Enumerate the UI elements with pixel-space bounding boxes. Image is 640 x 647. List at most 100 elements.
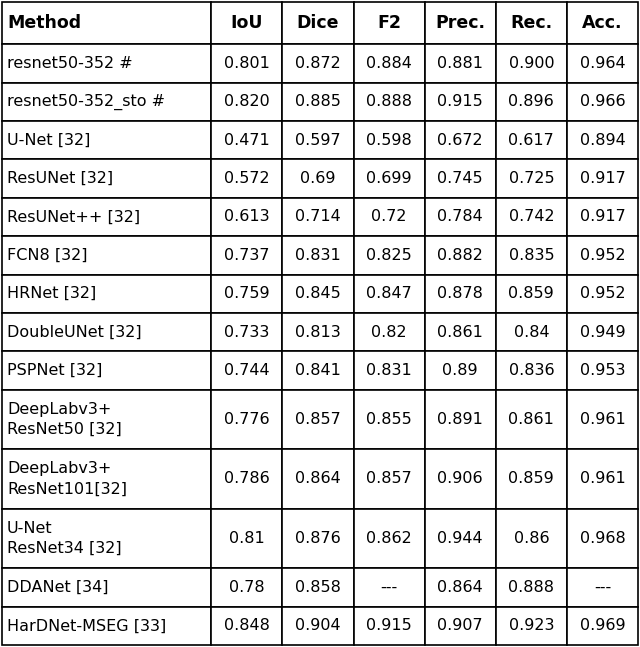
Bar: [211, 568, 282, 607]
Bar: [353, 198, 425, 236]
Bar: [2, 607, 211, 645]
Text: 0.776: 0.776: [224, 412, 269, 427]
Bar: [425, 274, 496, 313]
Text: 0.953: 0.953: [580, 363, 625, 378]
Text: ---: ---: [594, 580, 611, 595]
Bar: [211, 159, 282, 198]
Bar: [211, 44, 282, 83]
Text: 0.884: 0.884: [366, 56, 412, 71]
Bar: [425, 313, 496, 351]
Text: PSPNet [32]: PSPNet [32]: [7, 363, 102, 378]
Text: 0.742: 0.742: [509, 210, 554, 225]
Bar: [425, 351, 496, 389]
Bar: [2, 351, 211, 389]
Text: 0.861: 0.861: [508, 412, 554, 427]
Text: 0.841: 0.841: [295, 363, 341, 378]
Bar: [353, 313, 425, 351]
Text: ---: ---: [381, 580, 397, 595]
Text: 0.944: 0.944: [437, 531, 483, 546]
Bar: [282, 121, 353, 159]
Text: ResUNet [32]: ResUNet [32]: [7, 171, 113, 186]
Bar: [496, 313, 567, 351]
Bar: [567, 313, 638, 351]
Bar: [567, 449, 638, 509]
Text: 0.820: 0.820: [224, 94, 270, 109]
Bar: [567, 198, 638, 236]
Bar: [282, 449, 353, 509]
Text: U-Net [32]: U-Net [32]: [7, 133, 90, 148]
Bar: [425, 568, 496, 607]
Text: 0.900: 0.900: [509, 56, 554, 71]
Text: 0.858: 0.858: [295, 580, 341, 595]
Bar: [211, 449, 282, 509]
Bar: [211, 236, 282, 274]
Bar: [2, 159, 211, 198]
Bar: [496, 389, 567, 449]
Text: 0.888: 0.888: [508, 580, 554, 595]
Bar: [353, 2, 425, 44]
Text: 0.917: 0.917: [580, 210, 625, 225]
Bar: [353, 568, 425, 607]
Bar: [2, 313, 211, 351]
Bar: [282, 44, 353, 83]
Text: U-Net: U-Net: [7, 521, 52, 536]
Text: 0.613: 0.613: [224, 210, 269, 225]
Bar: [211, 607, 282, 645]
Bar: [211, 351, 282, 389]
Text: 0.86: 0.86: [513, 531, 549, 546]
Text: 0.894: 0.894: [580, 133, 625, 148]
Text: 0.714: 0.714: [295, 210, 341, 225]
Bar: [353, 83, 425, 121]
Text: 0.699: 0.699: [366, 171, 412, 186]
Bar: [567, 568, 638, 607]
Bar: [567, 389, 638, 449]
Bar: [567, 351, 638, 389]
Text: Rec.: Rec.: [510, 14, 552, 32]
Bar: [496, 568, 567, 607]
Text: 0.888: 0.888: [366, 94, 412, 109]
Text: ResNet50 [32]: ResNet50 [32]: [7, 422, 122, 437]
Bar: [425, 44, 496, 83]
Text: 0.744: 0.744: [224, 363, 269, 378]
Bar: [496, 607, 567, 645]
Bar: [211, 509, 282, 568]
Text: 0.725: 0.725: [509, 171, 554, 186]
Text: 0.878: 0.878: [437, 286, 483, 302]
Bar: [425, 121, 496, 159]
Text: ResNet34 [32]: ResNet34 [32]: [7, 541, 122, 556]
Text: DoubleUNet [32]: DoubleUNet [32]: [7, 325, 141, 340]
Text: 0.471: 0.471: [224, 133, 270, 148]
Bar: [353, 449, 425, 509]
Bar: [353, 236, 425, 274]
Text: 0.864: 0.864: [295, 472, 341, 487]
Bar: [2, 198, 211, 236]
Text: ResNet101[32]: ResNet101[32]: [7, 481, 127, 497]
Text: 0.896: 0.896: [508, 94, 554, 109]
Bar: [425, 607, 496, 645]
Text: 0.786: 0.786: [224, 472, 270, 487]
Bar: [567, 44, 638, 83]
Text: 0.847: 0.847: [366, 286, 412, 302]
Text: 0.759: 0.759: [224, 286, 269, 302]
Text: 0.882: 0.882: [437, 248, 483, 263]
Text: 0.84: 0.84: [513, 325, 549, 340]
Bar: [282, 83, 353, 121]
Text: HRNet [32]: HRNet [32]: [7, 286, 96, 302]
Text: 0.617: 0.617: [508, 133, 554, 148]
Text: IoU: IoU: [230, 14, 263, 32]
Bar: [496, 449, 567, 509]
Text: 0.968: 0.968: [580, 531, 625, 546]
Text: Method: Method: [7, 14, 81, 32]
Text: 0.864: 0.864: [437, 580, 483, 595]
Bar: [2, 236, 211, 274]
Bar: [211, 83, 282, 121]
Text: F2: F2: [377, 14, 401, 32]
Bar: [282, 198, 353, 236]
Text: 0.82: 0.82: [371, 325, 407, 340]
Bar: [567, 2, 638, 44]
Bar: [353, 351, 425, 389]
Text: 0.572: 0.572: [224, 171, 269, 186]
Bar: [353, 509, 425, 568]
Bar: [2, 44, 211, 83]
Text: 0.745: 0.745: [437, 171, 483, 186]
